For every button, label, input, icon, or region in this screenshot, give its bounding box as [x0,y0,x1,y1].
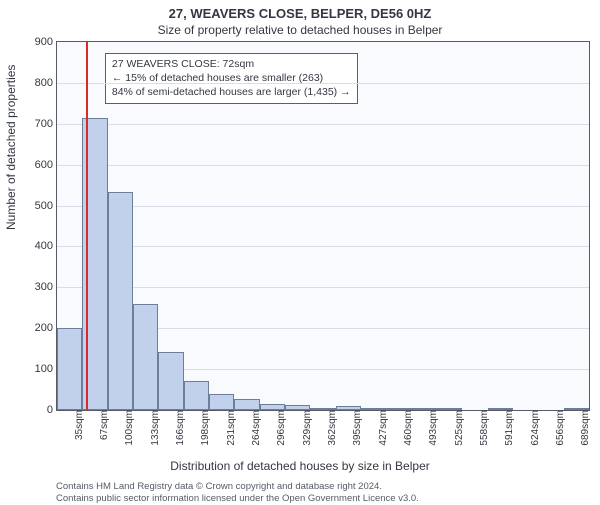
x-tick-label: 35sqm [72,410,85,440]
y-tick-label: 700 [19,118,57,130]
chart-area: 27 WEAVERS CLOSE: 72sqm← 15% of detached… [56,41,590,411]
y-tick-label: 300 [19,281,57,293]
y-tick-label: 500 [19,200,57,212]
histogram-bar [158,352,183,410]
x-tick-label: 689sqm [578,410,591,446]
grid-line [57,124,589,125]
x-tick-label: 558sqm [477,410,490,446]
x-tick-label: 67sqm [97,410,110,440]
x-tick-label: 427sqm [376,410,389,446]
x-tick-label: 329sqm [300,410,313,446]
annotation-line: 27 WEAVERS CLOSE: 72sqm [112,57,351,71]
x-tick-label: 525sqm [452,410,465,446]
histogram-bar [108,192,133,410]
x-tick-label: 231sqm [224,410,237,446]
footer-line-2: Contains public sector information licen… [56,493,600,505]
footer-line-1: Contains HM Land Registry data © Crown c… [56,481,600,493]
y-tick-label: 100 [19,363,57,375]
page-subtitle: Size of property relative to detached ho… [0,21,600,41]
x-tick-label: 362sqm [325,410,338,446]
x-tick-label: 198sqm [198,410,211,446]
x-tick-label: 493sqm [426,410,439,446]
x-tick-label: 460sqm [401,410,414,446]
grid-line [57,206,589,207]
annotation-box: 27 WEAVERS CLOSE: 72sqm← 15% of detached… [105,53,358,104]
y-tick-label: 900 [19,36,57,48]
x-tick-label: 395sqm [350,410,363,446]
x-tick-label: 166sqm [173,410,186,446]
histogram-bar [133,304,158,410]
x-axis-label: Distribution of detached houses by size … [0,459,600,473]
x-tick-label: 133sqm [148,410,161,446]
y-tick-label: 200 [19,322,57,334]
annotation-line: 84% of semi-detached houses are larger (… [112,85,351,99]
histogram-bar [57,328,82,410]
x-tick-label: 264sqm [249,410,262,446]
x-tick-label: 591sqm [502,410,515,446]
y-axis-label: Number of detached properties [4,65,18,230]
histogram-bar [234,399,259,410]
grid-line [57,287,589,288]
plot-area: 27 WEAVERS CLOSE: 72sqm← 15% of detached… [56,41,590,411]
grid-line [57,165,589,166]
grid-line [57,83,589,84]
y-tick-label: 400 [19,240,57,252]
x-tick-label: 624sqm [528,410,541,446]
property-marker-line [86,42,88,410]
y-tick-label: 0 [19,404,57,416]
x-tick-label: 656sqm [553,410,566,446]
x-tick-label: 100sqm [122,410,135,446]
page-title: 27, WEAVERS CLOSE, BELPER, DE56 0HZ [0,0,600,21]
x-tick-label: 296sqm [274,410,287,446]
histogram-bar [209,394,234,410]
grid-line [57,246,589,247]
histogram-bar [184,381,209,410]
y-tick-label: 800 [19,77,57,89]
y-tick-label: 600 [19,159,57,171]
